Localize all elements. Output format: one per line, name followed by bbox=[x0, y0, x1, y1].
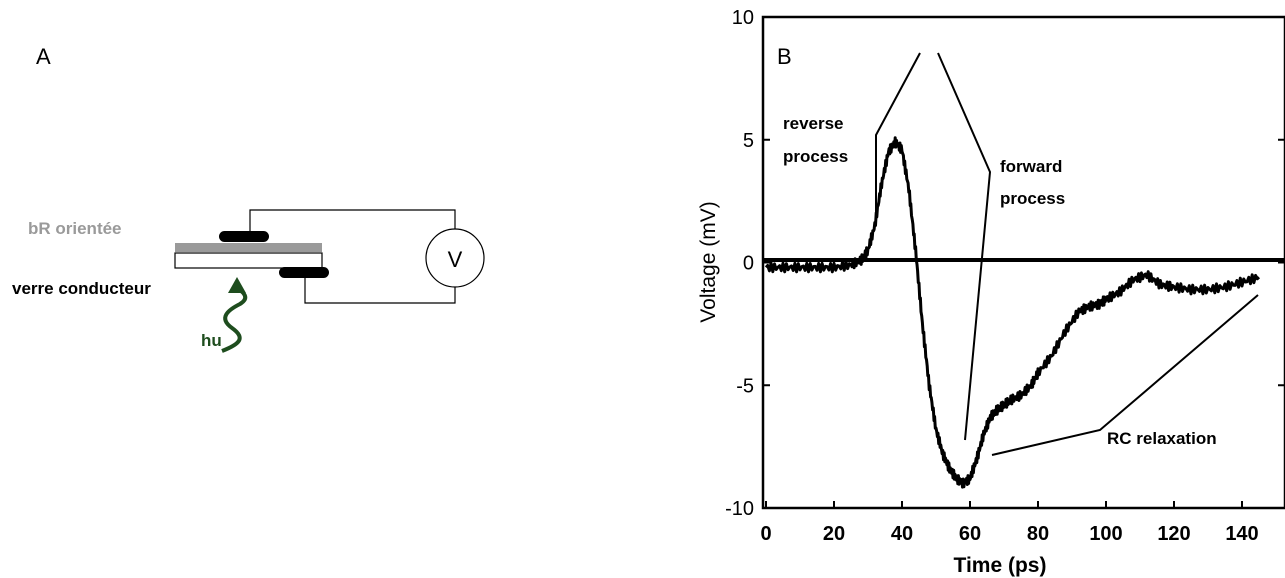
panel-b-label: B bbox=[777, 44, 792, 69]
y-tick-label: 0 bbox=[743, 253, 754, 275]
x-tick-label: 120 bbox=[1157, 523, 1190, 545]
x-tick-label: 140 bbox=[1225, 523, 1258, 545]
br-layer bbox=[175, 243, 322, 252]
rc-pointer bbox=[991, 294, 1259, 456]
forward-label-1: forward bbox=[1000, 157, 1062, 176]
bottom-wire bbox=[304, 272, 456, 304]
reverse-label-1: reverse bbox=[783, 114, 844, 133]
reverse-pointer bbox=[875, 52, 921, 225]
x-tick-label: 60 bbox=[959, 523, 981, 545]
panel-b: B 0 20 40 60 80 100 120 140 10 5 0 -5 -10 reverse pr… bbox=[697, 7, 1285, 577]
forward-pointer bbox=[937, 52, 992, 441]
x-tick-label: 100 bbox=[1089, 523, 1122, 545]
x-tick-label: 20 bbox=[823, 523, 845, 545]
conductive-glass bbox=[174, 252, 323, 269]
y-axis-title: Voltage (mV) bbox=[697, 201, 720, 322]
x-tick-label: 80 bbox=[1027, 523, 1049, 545]
light-label: hu bbox=[201, 331, 222, 350]
top-wire bbox=[249, 209, 456, 237]
panel-a: A V bR orientée verre conducteur hu bbox=[12, 44, 485, 353]
rc-label: RC relaxation bbox=[1107, 429, 1217, 448]
y-tick-label: -10 bbox=[725, 498, 754, 520]
voltmeter-icon bbox=[425, 228, 485, 288]
axis-tick-labels: 0 20 40 60 80 100 120 140 10 5 0 -5 -10 bbox=[725, 7, 1259, 545]
voltmeter-label: V bbox=[448, 247, 463, 272]
glass-label: verre conducteur bbox=[12, 279, 151, 298]
y-tick-label: 5 bbox=[743, 130, 754, 152]
bottom-electrode bbox=[279, 267, 329, 278]
axis-ticks bbox=[763, 16, 1285, 509]
br-label: bR orientée bbox=[28, 219, 122, 238]
reverse-label-2: process bbox=[783, 147, 848, 166]
x-tick-label: 40 bbox=[891, 523, 913, 545]
x-tick-label: 0 bbox=[760, 523, 771, 545]
x-axis-title: Time (ps) bbox=[954, 554, 1047, 577]
voltage-trace bbox=[764, 136, 1261, 489]
light-arrowhead-icon bbox=[228, 277, 246, 293]
y-tick-label: -5 bbox=[736, 375, 754, 397]
light-wave-icon bbox=[221, 286, 248, 353]
y-tick-label: 10 bbox=[732, 7, 754, 29]
panel-a-label: A bbox=[36, 44, 51, 69]
top-electrode bbox=[219, 231, 269, 242]
forward-label-2: process bbox=[1000, 189, 1065, 208]
